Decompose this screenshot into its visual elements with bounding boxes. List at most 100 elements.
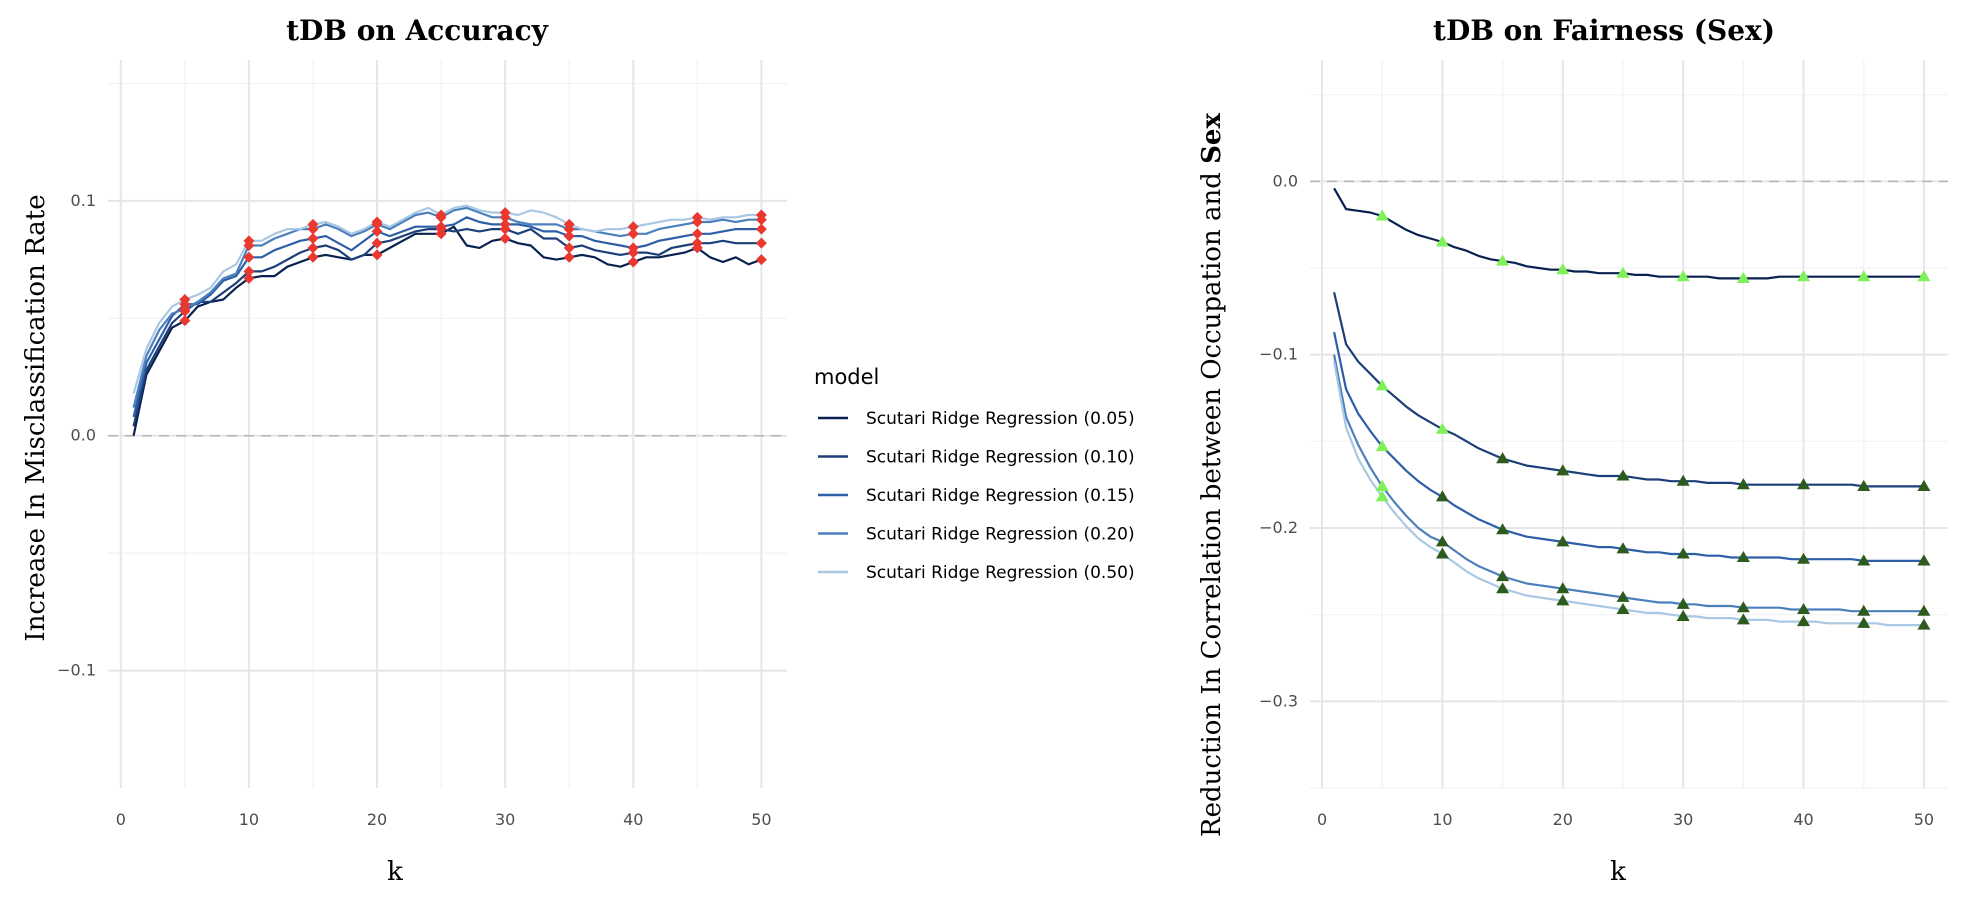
accuracy-panel: tDB on Accuracy 0 10 20 30 40 50 −0.1 0.0 0.1 k… bbox=[21, 14, 787, 887]
accuracy-marker-s3-k40 bbox=[627, 228, 639, 240]
fairness-x-tick-label: 20 bbox=[1553, 810, 1573, 829]
fairness-marker-s1-k15 bbox=[1496, 452, 1510, 464]
fairness-marker-s1-k45 bbox=[1857, 479, 1871, 491]
accuracy-marker-s1-k15 bbox=[307, 242, 319, 254]
fairness-marker-s3-k45 bbox=[1857, 604, 1871, 616]
fairness-marker-s2-k45 bbox=[1857, 554, 1871, 566]
accuracy-marker-s4-k20 bbox=[371, 216, 383, 228]
accuracy-series bbox=[132, 204, 762, 436]
accuracy-y-tick-label: 0.0 bbox=[71, 426, 96, 445]
fairness-marker-s3-k10 bbox=[1435, 535, 1449, 547]
legend: model Scutari Ridge Regression (0.05)Scu… bbox=[814, 365, 1135, 583]
accuracy-y-tick-label: 0.1 bbox=[71, 191, 96, 210]
fairness-marker-s4-k30 bbox=[1676, 609, 1690, 621]
accuracy-y-tick-label: −0.1 bbox=[57, 661, 96, 680]
accuracy-marker-s2-k25 bbox=[435, 221, 447, 233]
accuracy-series-line-0 bbox=[132, 225, 762, 436]
fairness-marker-s2-k10 bbox=[1435, 490, 1449, 502]
accuracy-marker-s4-k35 bbox=[563, 218, 575, 230]
accuracy-marker-s1-k50 bbox=[755, 237, 767, 249]
accuracy-chart-title: tDB on Accuracy bbox=[286, 14, 549, 47]
fairness-marker-s3-k5 bbox=[1375, 479, 1389, 491]
fairness-marker-s4-k25 bbox=[1616, 602, 1630, 615]
fairness-y-tick-label: −0.3 bbox=[1259, 691, 1298, 710]
accuracy-series-line-2 bbox=[132, 216, 762, 418]
fairness-marker-s0-k35 bbox=[1736, 271, 1750, 283]
fairness-marker-s4-k50 bbox=[1917, 618, 1931, 630]
accuracy-x-tick-label: 30 bbox=[495, 810, 515, 829]
fairness-marker-s1-k40 bbox=[1797, 478, 1811, 490]
fairness-marker-s2-k25 bbox=[1616, 542, 1630, 554]
accuracy-marker-s0-k20 bbox=[371, 249, 383, 261]
fairness-x-tick-label: 30 bbox=[1673, 810, 1693, 829]
accuracy-marker-s3-k5 bbox=[179, 303, 191, 315]
accuracy-marker-s4-k5 bbox=[179, 294, 191, 306]
fairness-marker-s2-k40 bbox=[1797, 552, 1811, 564]
accuracy-marker-s0-k5 bbox=[179, 315, 191, 327]
accuracy-marker-s2-k50 bbox=[755, 223, 767, 235]
fairness-marker-s1-k30 bbox=[1676, 474, 1690, 486]
accuracy-grid bbox=[108, 60, 787, 788]
accuracy-x-axis-title: k bbox=[387, 857, 403, 887]
fairness-y-tick-label: −0.2 bbox=[1259, 518, 1298, 537]
accuracy-marker-s4-k50 bbox=[755, 209, 767, 221]
fairness-marker-s0-k5 bbox=[1375, 209, 1389, 221]
fairness-marker-s1-k35 bbox=[1736, 478, 1750, 490]
accuracy-markers bbox=[179, 207, 767, 327]
fairness-marker-s0-k30 bbox=[1676, 270, 1690, 282]
accuracy-x-tick-label: 10 bbox=[239, 810, 259, 829]
accuracy-marker-s1-k10 bbox=[243, 265, 255, 277]
fairness-y-axis-title-main: Reduction In Correlation between Occupat… bbox=[1197, 172, 1227, 837]
fairness-marker-s4-k15 bbox=[1496, 582, 1510, 594]
accuracy-marker-s0-k15 bbox=[307, 251, 319, 263]
accuracy-marker-s1-k20 bbox=[371, 237, 383, 249]
fairness-marker-s0-k50 bbox=[1917, 270, 1931, 282]
fairness-marker-s0-k15 bbox=[1496, 254, 1510, 266]
fairness-series-line-2 bbox=[1333, 331, 1924, 562]
legend-label-4: Scutari Ridge Regression (0.50) bbox=[866, 563, 1135, 583]
accuracy-series-line-3 bbox=[132, 206, 762, 408]
fairness-marker-s2-k35 bbox=[1736, 550, 1750, 563]
fairness-marker-s0-k10 bbox=[1435, 235, 1449, 247]
fairness-panel: tDB on Fairness (Sex) 0 10 20 30 40 50 −0.3−0… bbox=[1197, 14, 1948, 887]
fairness-chart-title: tDB on Fairness (Sex) bbox=[1433, 14, 1775, 47]
accuracy-marker-s4-k45 bbox=[691, 211, 703, 223]
fairness-x-tick-label: 50 bbox=[1914, 810, 1934, 829]
accuracy-series-line-4 bbox=[132, 204, 762, 394]
legend-label-3: Scutari Ridge Regression (0.20) bbox=[866, 525, 1135, 545]
legend-label-2: Scutari Ridge Regression (0.15) bbox=[866, 486, 1135, 506]
fairness-marker-s3-k25 bbox=[1616, 590, 1630, 602]
fairness-markers bbox=[1375, 209, 1931, 630]
fairness-y-tick-label: 0.0 bbox=[1273, 171, 1298, 190]
fairness-marker-s0-k20 bbox=[1556, 263, 1570, 275]
accuracy-x-tick-label: 20 bbox=[367, 810, 387, 829]
accuracy-marker-s4-k40 bbox=[627, 221, 639, 233]
accuracy-marker-s4-k15 bbox=[307, 218, 319, 230]
fairness-marker-s0-k40 bbox=[1797, 270, 1811, 282]
accuracy-marker-s0-k30 bbox=[499, 232, 511, 244]
fairness-x-axis-title: k bbox=[1610, 857, 1626, 887]
fairness-marker-s3-k20 bbox=[1556, 582, 1570, 594]
accuracy-y-axis-title: Increase In Misclassification Rate bbox=[21, 194, 51, 641]
fairness-y-axis-title-bold: Sex bbox=[1197, 113, 1227, 164]
fairness-marker-s4-k5 bbox=[1375, 490, 1389, 502]
fairness-marker-s2-k20 bbox=[1556, 535, 1570, 547]
accuracy-x-ticks: 0 10 20 30 40 50 bbox=[116, 810, 772, 829]
fairness-marker-s0-k25 bbox=[1616, 266, 1630, 278]
fairness-marker-s2-k30 bbox=[1676, 547, 1690, 559]
fairness-y-axis-title: Reduction In Correlation between Occupat… bbox=[1197, 113, 1227, 837]
fairness-marker-s2-k5 bbox=[1375, 440, 1389, 452]
legend-label-0: Scutari Ridge Regression (0.05) bbox=[866, 409, 1135, 429]
fairness-y-tick-label: −0.1 bbox=[1259, 345, 1298, 364]
legend-label-1: Scutari Ridge Regression (0.10) bbox=[866, 448, 1135, 468]
fairness-x-ticks: 0 10 20 30 40 50 bbox=[1317, 810, 1934, 829]
accuracy-x-tick-label: 40 bbox=[623, 810, 643, 829]
fairness-marker-s4-k40 bbox=[1797, 615, 1811, 627]
accuracy-marker-s2-k15 bbox=[307, 232, 319, 244]
fairness-marker-s2-k15 bbox=[1496, 523, 1510, 535]
accuracy-marker-s4-k30 bbox=[499, 207, 511, 219]
accuracy-series-line-1 bbox=[132, 228, 762, 427]
accuracy-marker-s2-k35 bbox=[563, 230, 575, 242]
accuracy-x-tick-label: 0 bbox=[116, 810, 126, 829]
